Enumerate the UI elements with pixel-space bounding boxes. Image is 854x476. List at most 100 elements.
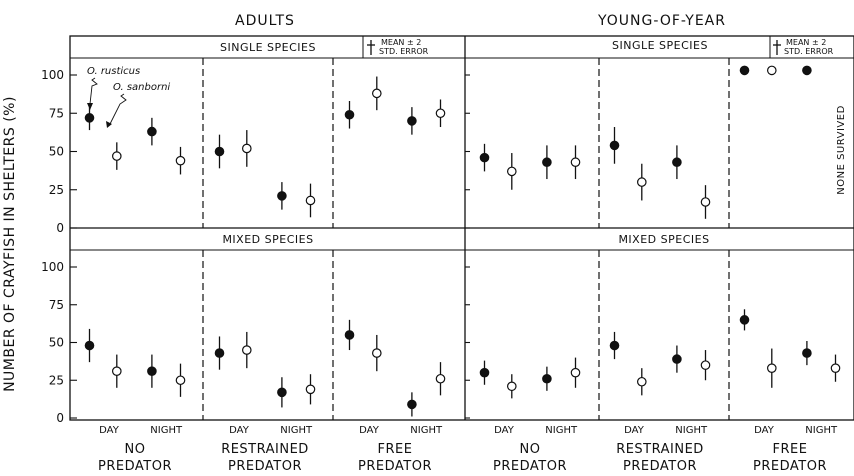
data-point-sanborni: [435, 373, 446, 384]
legend-mean-label: MEAN ± 2: [381, 38, 421, 47]
data-point-rusticus: [479, 367, 490, 378]
data-point-sanborni: [305, 195, 316, 206]
x-label-day: DAY: [754, 425, 775, 436]
data-point-sanborni: [570, 367, 581, 378]
data-point-rusticus: [609, 140, 620, 151]
x-label-condition: FREE: [773, 442, 808, 457]
data-point-sanborni: [435, 108, 446, 119]
data-point-rusticus: [542, 157, 552, 168]
y-tick-label: 0: [56, 221, 64, 235]
x-label-night: NIGHT: [410, 425, 443, 436]
x-label-condition: RESTRAINED: [221, 442, 309, 457]
data-point-sanborni: [112, 366, 122, 376]
x-label-day: DAY: [624, 425, 645, 436]
x-label-condition: NO: [125, 442, 146, 457]
data-point-sanborni: [305, 384, 316, 395]
data-point-sanborni: [242, 143, 252, 154]
data-point-rusticus: [84, 340, 95, 351]
data-point-rusticus: [672, 157, 682, 168]
x-label-night: NIGHT: [280, 425, 313, 436]
x-label-condition: PREDATOR: [753, 459, 827, 474]
panel-title-young-mixed: MIXED SPECIES: [618, 233, 709, 246]
x-label-night: NIGHT: [545, 425, 578, 436]
x-label-night: NIGHT: [675, 425, 708, 436]
data-point-sanborni: [830, 363, 841, 373]
panel-title-adults-mixed: MIXED SPECIES: [222, 233, 313, 246]
data-point-sanborni: [175, 375, 186, 386]
y-tick-label: 0: [56, 411, 64, 425]
data-point-rusticus: [542, 373, 552, 384]
x-label-day: DAY: [359, 425, 380, 436]
y-tick-label: 100: [41, 260, 64, 274]
none-survived-label: NONE SURVIVED: [836, 105, 847, 195]
data-point-rusticus: [739, 65, 750, 76]
data-point-sanborni: [371, 348, 382, 358]
data-point-rusticus: [739, 315, 750, 325]
legend-mean-label: MEAN ± 2: [786, 38, 826, 47]
species-label-rusticus: O. rusticus: [87, 66, 140, 77]
data-point-sanborni: [506, 381, 517, 392]
data-point-rusticus: [277, 387, 287, 398]
data-point-rusticus: [277, 191, 287, 201]
x-label-condition: RESTRAINED: [616, 442, 704, 457]
data-point-rusticus: [344, 330, 355, 340]
x-label-condition: PREDATOR: [228, 459, 302, 474]
legend-young: MEAN ± 2 STD. ERROR: [773, 38, 834, 56]
x-label-condition: PREDATOR: [623, 459, 697, 474]
sanborni-arrowhead-icon: [106, 121, 112, 128]
y-tick-label: 50: [49, 145, 64, 159]
legend-adults: MEAN ± 2 STD. ERROR: [367, 38, 429, 56]
data-point-sanborni: [636, 177, 647, 187]
x-label-night: NIGHT: [805, 425, 838, 436]
panel-title-adults-single: SINGLE SPECIES: [220, 41, 316, 54]
data-point-rusticus: [344, 109, 355, 120]
y-axis-ticks: 0 25 50 75 100 0 25 50 75 100: [41, 68, 470, 425]
data-point-rusticus: [802, 65, 812, 76]
y-tick-label: 100: [41, 68, 64, 82]
data-point-sanborni: [506, 166, 517, 177]
x-label-condition: FREE: [378, 442, 413, 457]
data-point-rusticus: [609, 340, 620, 351]
y-tick-label: 75: [49, 106, 64, 120]
data-point-sanborni: [636, 376, 647, 387]
x-axis-labels: DAY NIGHT NO PREDATOR DAY NIGHT RESTRAINED PRED…: [98, 425, 838, 474]
species-annotations: O. rusticus O. sanborni: [87, 66, 170, 128]
data-point-sanborni: [700, 197, 711, 207]
data-point-rusticus: [479, 152, 490, 163]
legend-std-error-label: STD. ERROR: [379, 47, 429, 56]
data-point-sanborni: [766, 65, 777, 76]
data-point-rusticus: [214, 146, 225, 157]
y-tick-label: 25: [49, 183, 64, 197]
data-point-rusticus: [214, 348, 225, 358]
x-label-condition: PREDATOR: [358, 459, 432, 474]
data-point-rusticus: [407, 399, 417, 410]
data-point-rusticus: [147, 366, 157, 376]
condition-dividers: [202, 58, 730, 420]
data-point-rusticus: [147, 126, 157, 137]
legend-std-error-label: STD. ERROR: [784, 47, 834, 56]
data-point-rusticus: [802, 348, 812, 358]
x-label-condition: PREDATOR: [493, 459, 567, 474]
y-tick-label: 50: [49, 336, 64, 350]
sanborni-leader-icon: [109, 93, 127, 125]
data-marks: [84, 65, 841, 417]
panel-title-young-single: SINGLE SPECIES: [612, 39, 708, 52]
data-point-sanborni: [371, 88, 382, 99]
data-point-sanborni: [175, 155, 186, 166]
data-point-sanborni: [700, 360, 711, 370]
data-point-sanborni: [766, 363, 777, 373]
column-title-adults: ADULTS: [235, 13, 295, 29]
data-point-sanborni: [112, 151, 122, 161]
x-label-day: DAY: [99, 425, 120, 436]
x-label-day: DAY: [494, 425, 515, 436]
x-label-condition: NO: [520, 442, 541, 457]
data-point-rusticus: [407, 116, 417, 126]
data-point-rusticus: [84, 113, 95, 123]
y-axis-label: NUMBER OF CRAYFISH IN SHELTERS (%): [2, 96, 18, 392]
x-label-night: NIGHT: [150, 425, 183, 436]
y-tick-label: 75: [49, 298, 64, 312]
rusticus-leader-icon: [89, 77, 98, 105]
species-label-sanborni: O. sanborni: [113, 82, 170, 93]
column-title-young-of-year: YOUNG-OF-YEAR: [597, 13, 726, 29]
